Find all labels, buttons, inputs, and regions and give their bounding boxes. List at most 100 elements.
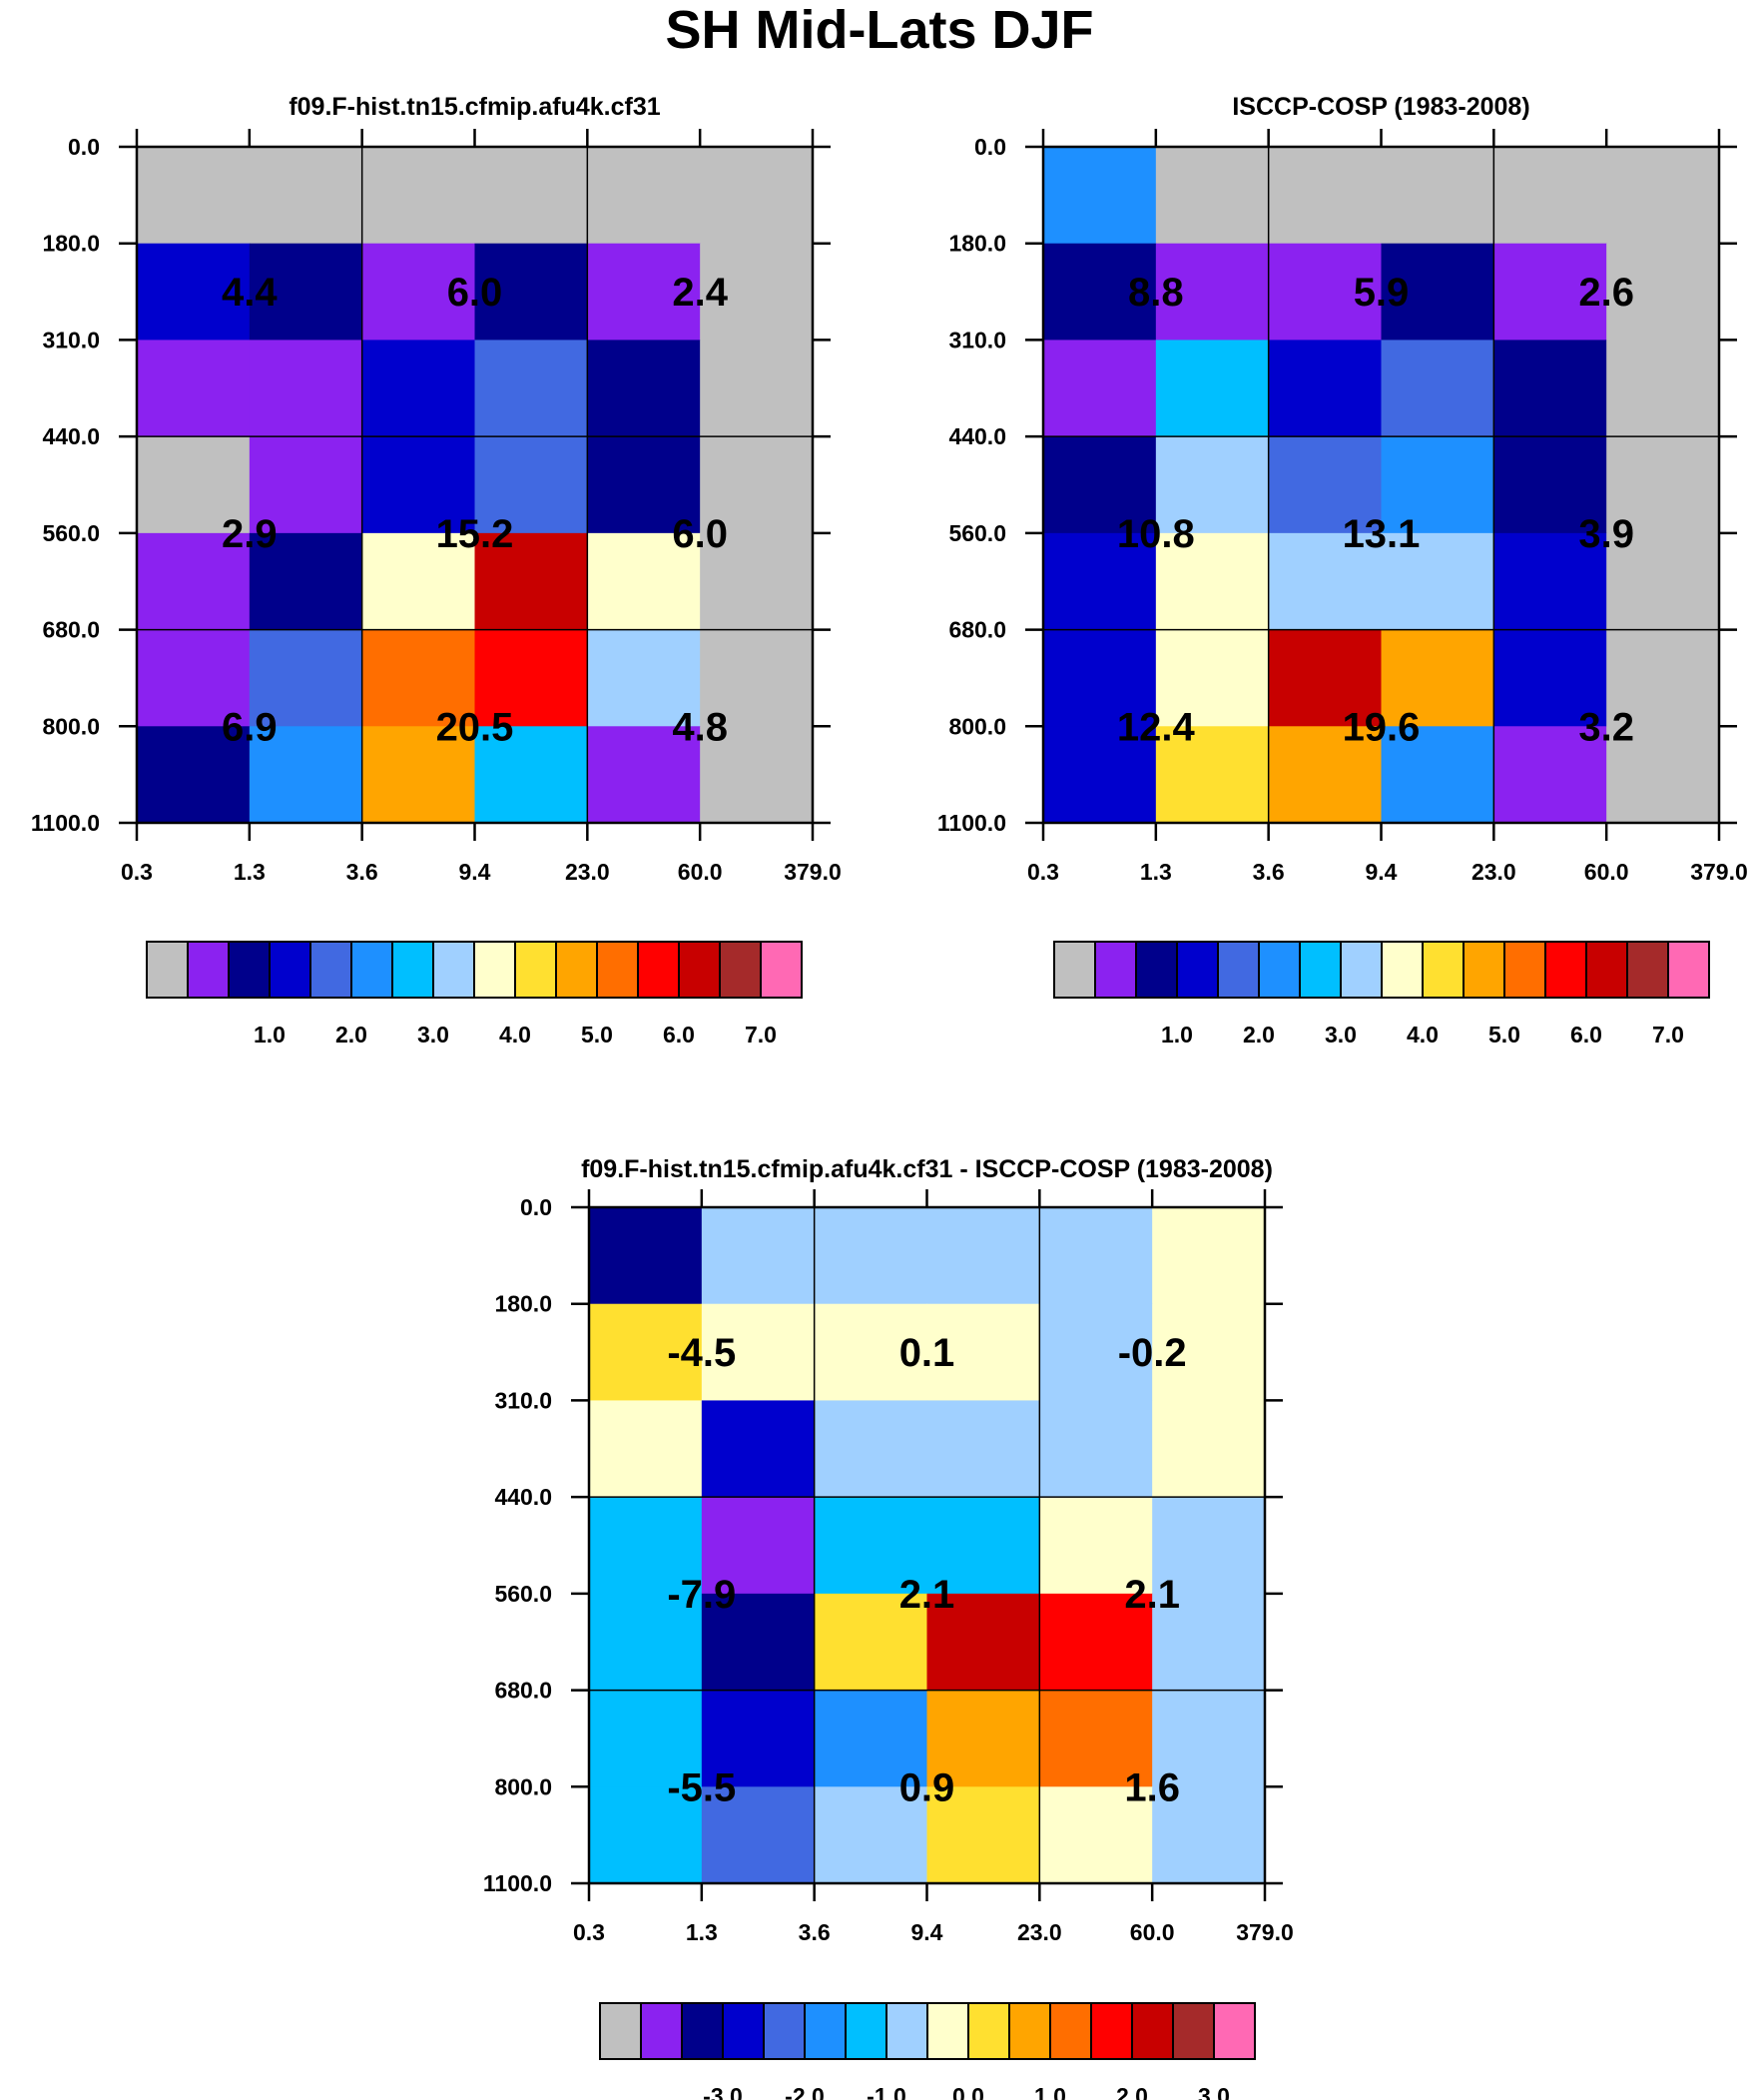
colorbar-label: -1.0 xyxy=(867,2083,906,2100)
colorbar-swatch xyxy=(187,941,230,999)
x-tick-label: 3.6 xyxy=(799,1919,831,1945)
box-value-label: 2.6 xyxy=(1578,271,1634,315)
y-tick-label: 440.0 xyxy=(42,423,100,449)
heatmap-cell xyxy=(249,532,363,631)
colorbar-swatch xyxy=(596,941,639,999)
heatmap-cell xyxy=(701,1207,816,1305)
heatmap-cell xyxy=(589,1400,703,1498)
colorbar-label: -2.0 xyxy=(785,2083,825,2100)
heatmap-cell xyxy=(589,1786,703,1884)
colorbar-label: 7.0 xyxy=(745,1022,777,1048)
colorbar-swatch xyxy=(146,941,189,999)
heatmap-cell xyxy=(1039,1400,1153,1498)
heatmap-cell xyxy=(926,1303,1040,1402)
colorbar-swatch xyxy=(885,2002,928,2060)
heatmap-cell xyxy=(1493,340,1607,437)
colorbar-label: -3.0 xyxy=(703,2083,743,2100)
heatmap-cell xyxy=(700,147,814,245)
box-value-label: 6.0 xyxy=(672,512,728,556)
heatmap-cell xyxy=(589,1593,703,1692)
heatmap-cell xyxy=(249,340,363,437)
box-value-label: 2.9 xyxy=(222,512,278,556)
colorbar-swatch xyxy=(228,941,271,999)
colorbar-swatch xyxy=(1422,941,1465,999)
heatmap-cell xyxy=(701,1690,816,1787)
colorbar-swatch xyxy=(681,2002,724,2060)
y-tick-label: 0.0 xyxy=(68,134,100,160)
heatmap-cell xyxy=(361,436,476,534)
box-value-label: -0.2 xyxy=(1118,1331,1187,1375)
heatmap-cell xyxy=(701,1303,816,1402)
y-tick-label: 180.0 xyxy=(42,231,100,257)
heatmap-cell xyxy=(700,726,814,824)
box-value-label: 3.9 xyxy=(1578,512,1634,556)
box-value-label: -5.5 xyxy=(667,1765,736,1809)
box-value-label: 0.1 xyxy=(899,1331,955,1375)
heatmap-cell xyxy=(1039,1497,1153,1595)
colorbar-label: 1.0 xyxy=(1161,1022,1193,1048)
heatmap-cell xyxy=(700,436,814,534)
heatmap-cell xyxy=(1268,629,1383,727)
heatmap-cell xyxy=(1043,340,1157,437)
heatmap-cell xyxy=(1381,147,1494,245)
heatmap-cell xyxy=(1043,147,1157,245)
heatmap-cell xyxy=(137,340,251,437)
colorbar-swatch xyxy=(1626,941,1669,999)
heatmap-cell xyxy=(814,1690,928,1787)
heatmap-cell xyxy=(1152,1207,1266,1305)
x-tick-label: 379.0 xyxy=(1236,1919,1294,1945)
box-value-label: 4.4 xyxy=(222,271,278,315)
colorbar-label: 4.0 xyxy=(499,1022,531,1048)
panel-title: f09.F-hist.tn15.cfmip.afu4k.cf31 - ISCCP… xyxy=(581,1155,1273,1183)
y-tick-label: 680.0 xyxy=(494,1678,552,1704)
heatmap-cell xyxy=(249,726,363,824)
colorbar-swatch xyxy=(1217,941,1260,999)
figure-title: SH Mid-Lats DJF xyxy=(665,0,1093,60)
box-value-label: 3.2 xyxy=(1578,705,1634,749)
box-value-label: 4.8 xyxy=(672,705,728,749)
heatmap-cell xyxy=(1606,629,1720,727)
colorbar-swatch xyxy=(719,941,762,999)
colorbar-swatch xyxy=(432,941,475,999)
colorbar-swatch xyxy=(1172,2002,1215,2060)
heatmap-cell xyxy=(1155,532,1270,631)
colorbar-swatch xyxy=(1176,941,1219,999)
heatmap-cell xyxy=(137,726,251,824)
heatmap-cell xyxy=(474,436,588,534)
colorbar-swatch xyxy=(555,941,598,999)
box-value-label: 13.1 xyxy=(1343,512,1421,556)
x-tick-label: 0.3 xyxy=(573,1919,605,1945)
heatmap-cell xyxy=(1039,1303,1153,1402)
y-tick-label: 560.0 xyxy=(42,520,100,546)
colorbar-label: 6.0 xyxy=(1570,1022,1602,1048)
heatmap-cell xyxy=(1155,629,1270,727)
heatmap-cell xyxy=(814,1207,928,1305)
heatmap-cell xyxy=(589,1207,703,1305)
heatmap-cell xyxy=(361,147,476,245)
heatmap-cell xyxy=(137,243,251,342)
colorbar-swatch xyxy=(637,941,680,999)
heatmap-cell xyxy=(1152,1593,1266,1692)
colorbar-swatch xyxy=(599,2002,642,2060)
heatmap-cell xyxy=(926,1497,1040,1595)
heatmap-cell xyxy=(1268,726,1383,824)
colorbar-label: 1.0 xyxy=(1034,2083,1066,2100)
heatmap-cell xyxy=(474,532,588,631)
colorbar-swatch xyxy=(1213,2002,1256,2060)
panel-observations: ISCCP-COSP (1983-2008) 0.0 180.0 310.0 440.0… xyxy=(937,93,1748,1048)
colorbar-label: 6.0 xyxy=(663,1022,695,1048)
heatmap-cell xyxy=(926,1593,1040,1692)
heatmap-cell xyxy=(1152,1303,1266,1402)
heatmap-cell xyxy=(361,243,476,342)
colorbar-label: 0.0 xyxy=(952,2083,984,2100)
heatmap-cell xyxy=(1606,243,1720,342)
colorbar-swatch xyxy=(1090,2002,1133,2060)
colorbar-swatch xyxy=(1667,941,1710,999)
heatmap-cell xyxy=(1381,629,1494,727)
y-tick-label: 310.0 xyxy=(948,327,1006,352)
x-tick-label: 1.3 xyxy=(1140,859,1172,885)
heatmap-cell xyxy=(587,243,701,342)
heatmap-cell xyxy=(1043,532,1157,631)
colorbar-swatch xyxy=(1049,2002,1092,2060)
heatmap-cell xyxy=(589,1303,703,1402)
